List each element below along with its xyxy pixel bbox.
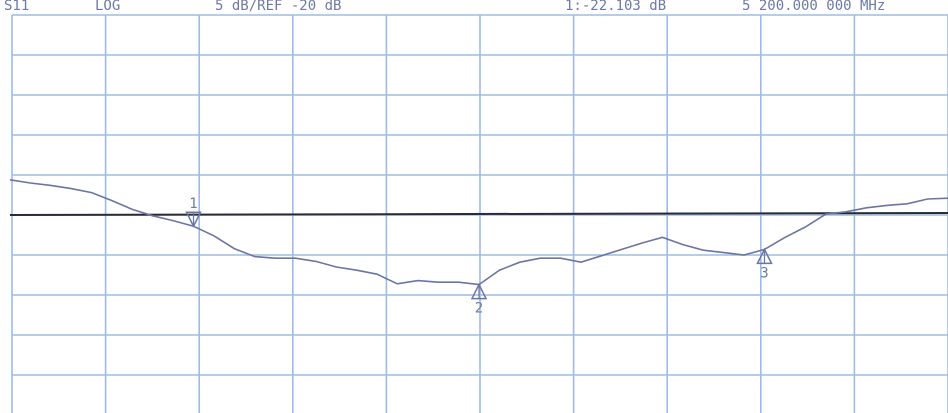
marker-label: 3 — [760, 265, 768, 281]
marker-readout: 1:-22.103 dB — [565, 0, 666, 14]
marker-label: 1 — [189, 196, 197, 212]
chart-title: S11 — [4, 0, 29, 14]
format-label: LOG — [95, 0, 120, 14]
marker-label: 2 — [475, 301, 483, 317]
frequency-readout: 5 200.000 000 MHz — [742, 0, 885, 14]
reference-line — [9, 212, 948, 216]
scale-label: 5 dB/REF -20 dB — [215, 0, 341, 14]
trace — [9, 179, 948, 286]
